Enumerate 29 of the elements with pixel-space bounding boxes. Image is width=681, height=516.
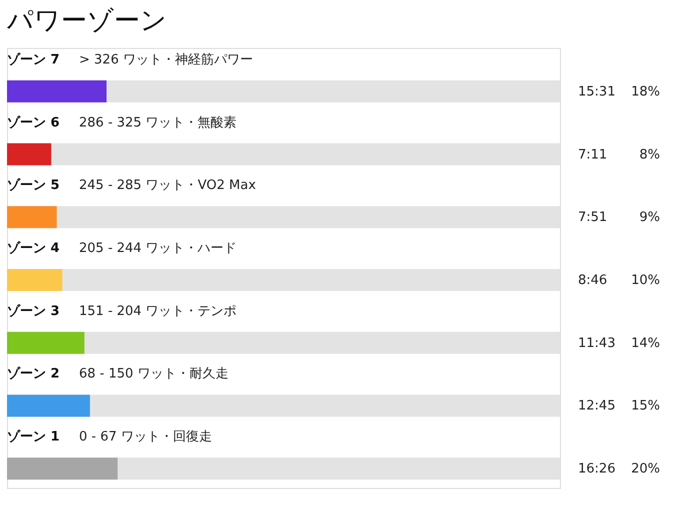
data-label: 8%	[639, 147, 660, 162]
y-tick-label: ゾーン 2	[7, 366, 60, 382]
text: 7:51	[578, 210, 608, 226]
annotation: 68 - 150 ワット・耐久走	[79, 366, 228, 382]
y-tick-label: ゾーン 3	[7, 302, 60, 319]
text: 8:46	[578, 273, 608, 288]
data-label: 20%	[631, 462, 660, 477]
text: 15:31	[578, 84, 616, 100]
annotation: 0 - 67 ワット・回復走	[79, 430, 212, 445]
data-label: 14%	[631, 336, 660, 351]
y-tick-label: ゾーン 6	[7, 114, 60, 130]
data-label: 9%	[639, 210, 660, 226]
data-label: 18%	[631, 84, 660, 100]
text: 7:11	[578, 147, 608, 162]
y-tick-label: ゾーン 7	[7, 51, 60, 68]
data-label: 10%	[631, 273, 660, 288]
text: 16:26	[578, 462, 616, 477]
annotation: > 326 ワット・神経筋パワー	[79, 52, 253, 68]
annotation: 286 - 325 ワット・無酸素	[79, 115, 237, 130]
text: 11:43	[578, 336, 616, 351]
y-tick-label: ゾーン 4	[7, 240, 60, 256]
y-tick-label: ゾーン 1	[7, 428, 60, 445]
annotation: 245 - 285 ワット・VO2 Max	[79, 178, 256, 194]
text: 12:45	[578, 398, 616, 414]
annotation: 205 - 244 ワット・ハード	[79, 241, 237, 256]
annotation: 151 - 204 ワット・テンポ	[79, 304, 237, 319]
data-label: 15%	[631, 398, 660, 414]
chart-title: パワーゾーン	[6, 6, 167, 36]
y-tick-label: ゾーン 5	[7, 177, 60, 194]
